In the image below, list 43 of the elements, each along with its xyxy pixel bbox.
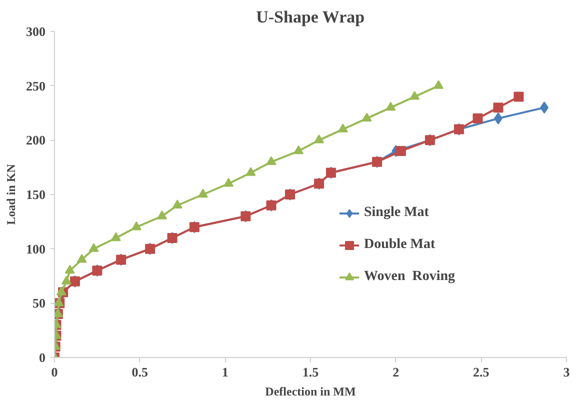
point: [434, 80, 444, 89]
x-tick-label: 0: [51, 364, 58, 380]
x-tick-label: 1.5: [302, 364, 320, 380]
x-tick-label: 3: [563, 364, 570, 380]
point: [386, 102, 396, 111]
x-tick-label: 0.5: [132, 364, 148, 380]
point: [472, 113, 483, 124]
y-tick-label: 0: [39, 350, 46, 365]
point: [64, 264, 75, 274]
point: [338, 124, 348, 132]
legend-label: Double Mat: [364, 237, 436, 253]
point: [396, 146, 406, 156]
y-tick-label: 100: [26, 241, 46, 256]
point: [410, 91, 420, 100]
point: [493, 102, 504, 113]
point: [246, 167, 256, 176]
y-axis-title: Load in KN: [4, 164, 18, 225]
chart-title: U-Shape Wrap: [256, 8, 365, 26]
y-tick-label: 200: [26, 132, 46, 148]
point: [110, 232, 121, 242]
legend-label: Woven Roving: [364, 269, 456, 285]
legend-label: Single Mat: [364, 205, 429, 221]
point: [198, 188, 208, 198]
point: [314, 134, 324, 144]
point: [362, 112, 372, 122]
point: [514, 92, 524, 102]
x-tick-label: 2.5: [473, 364, 490, 380]
x-axis-title: Deflection in MM: [265, 384, 356, 398]
point: [224, 178, 234, 187]
y-tick-label: 250: [26, 78, 46, 94]
y-tick-label: 50: [32, 296, 46, 311]
y-tick-label: 300: [26, 24, 46, 39]
point: [76, 254, 87, 263]
point: [172, 200, 182, 208]
point: [294, 145, 304, 154]
point: [266, 156, 276, 165]
point: [88, 243, 99, 252]
point: [157, 210, 168, 220]
x-tick-label: 2: [392, 364, 400, 380]
point: [131, 221, 142, 230]
point: [61, 276, 72, 285]
y-tick-label: 150: [26, 187, 46, 202]
x-tick-label: 1: [222, 364, 228, 380]
